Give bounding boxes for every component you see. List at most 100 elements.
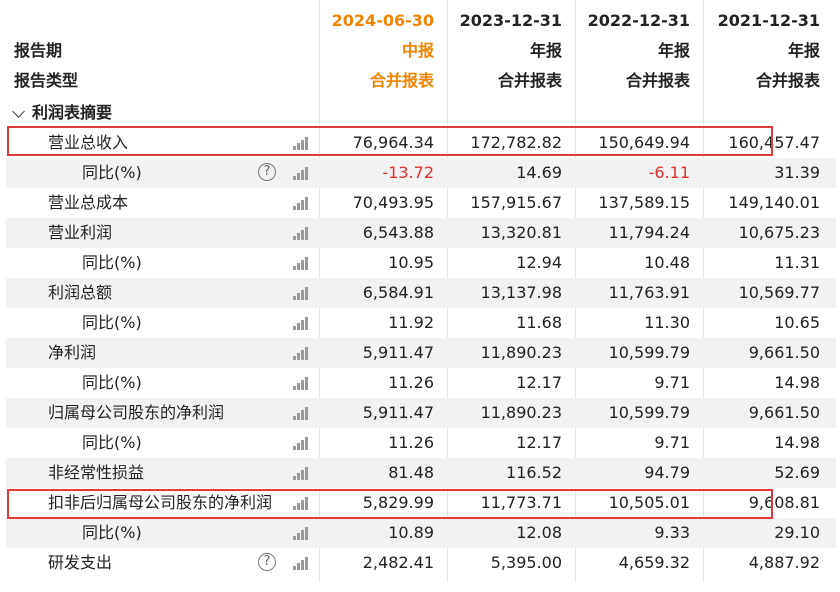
table-cell: 6,584.91 [362, 283, 434, 302]
table-row: 净利润 5,911.47 11,890.23 10,599.79 9,661.50 [6, 338, 836, 368]
table-cell: 10,675.23 [738, 223, 820, 242]
bar-chart-icon[interactable] [293, 197, 309, 210]
question-circle-icon[interactable]: ? [258, 553, 276, 571]
row-label: 非经常性损益 [48, 463, 145, 482]
table-cell: 11.92 [388, 313, 434, 332]
table-row: 营业利润 6,543.88 13,320.81 11,794.24 10,675.23 [6, 218, 836, 248]
bar-chart-icon[interactable] [293, 227, 309, 240]
report-period-col-4: 年报 [787, 41, 820, 60]
report-period-row: 报告期 中报 年报 年报 年报 [6, 36, 836, 66]
table-cell: 13,137.98 [480, 283, 562, 302]
table-cell: 9,661.50 [748, 343, 820, 362]
table-cell: 9,608.81 [748, 493, 820, 512]
table-cell: 11,763.91 [608, 283, 690, 302]
bar-chart-icon[interactable] [293, 287, 309, 300]
table-cell: 14.98 [774, 373, 820, 392]
table-cell: 11,890.23 [480, 343, 562, 362]
table-row: 同比(%) 11.92 11.68 11.30 10.65 [6, 308, 836, 338]
chevron-down-icon[interactable] [12, 105, 25, 118]
table-cell: 11,794.24 [608, 223, 690, 242]
section-header[interactable]: 利润表摘要 [6, 98, 836, 128]
table-row: 研发支出? 2,482.41 5,395.00 4,659.32 4,887.92 [6, 548, 836, 578]
table-cell: 11.26 [388, 373, 434, 392]
bar-chart-icon[interactable] [293, 557, 309, 570]
table-row: 同比(%) 10.89 12.08 9.33 29.10 [6, 518, 836, 548]
table-cell: 9,661.50 [748, 403, 820, 422]
table-cell: 9.71 [654, 373, 690, 392]
report-type-col-3: 合并报表 [625, 71, 690, 90]
table-cell: 10.65 [774, 313, 820, 332]
row-label: 净利润 [48, 343, 97, 362]
table-cell: 12.94 [516, 253, 562, 272]
highlight-box-revenue [7, 126, 773, 156]
report-period-col-2: 年报 [529, 41, 562, 60]
table-cell: 149,140.01 [728, 193, 820, 212]
table-row: 同比(%) 10.95 12.94 10.48 11.31 [6, 248, 836, 278]
row-label: 研发支出 [48, 553, 113, 572]
table-row: 利润总额 6,584.91 13,137.98 11,763.91 10,569.77 [6, 278, 836, 308]
table-cell: 81.48 [388, 463, 434, 482]
bar-chart-icon[interactable] [293, 437, 309, 450]
bar-chart-icon[interactable] [293, 347, 309, 360]
table-cell: 12.08 [516, 523, 562, 542]
table-cell: 5,395.00 [490, 553, 562, 572]
row-label: 利润总额 [48, 283, 113, 302]
report-period-col-3: 年报 [657, 41, 690, 60]
bar-chart-icon[interactable] [293, 317, 309, 330]
table-cell: 11,890.23 [480, 403, 562, 422]
row-label: 扣非后归属母公司股东的净利润 [48, 493, 273, 512]
table-row: 非经常性损益 81.48 116.52 94.79 52.69 [6, 458, 836, 488]
table-cell: 10.48 [644, 253, 690, 272]
table-row: 营业总收入 76,964.34 172,782.82 150,649.94 160,45… [6, 128, 836, 158]
table-cell: 12.17 [516, 373, 562, 392]
table-cell: 5,829.99 [362, 493, 434, 512]
bar-chart-icon[interactable] [293, 407, 309, 420]
table-cell: 10,599.79 [608, 343, 690, 362]
table-cell: 5,911.47 [362, 343, 434, 362]
table-cell: 10,569.77 [738, 283, 820, 302]
table-cell: 5,911.47 [362, 403, 434, 422]
report-period-col-1: 中报 [401, 41, 434, 60]
bar-chart-icon[interactable] [293, 257, 309, 270]
table-cell: 9.33 [654, 523, 690, 542]
table-cell: 157,915.67 [470, 193, 562, 212]
table-cell: -13.72 [382, 163, 434, 182]
table-cell: 116.52 [506, 463, 562, 482]
table-cell: 10,505.01 [608, 493, 690, 512]
table-cell: 11.26 [388, 433, 434, 452]
bar-chart-icon[interactable] [293, 527, 309, 540]
table-cell: 4,659.32 [618, 553, 690, 572]
table-cell: 52.69 [774, 463, 820, 482]
table-row: 同比(%) 11.26 12.17 9.71 14.98 [6, 428, 836, 458]
question-circle-icon[interactable]: ? [258, 163, 276, 181]
table-row: 同比(%)? -13.72 14.69 -6.11 31.39 [6, 158, 836, 188]
table-cell: 13,320.81 [480, 223, 562, 242]
report-period-label: 报告期 [14, 41, 63, 60]
row-label: 同比(%) [82, 313, 142, 332]
table-cell: 10.95 [388, 253, 434, 272]
period-col-3[interactable]: 2022-12-31 [587, 11, 690, 30]
table-cell: 11.31 [774, 253, 820, 272]
bar-chart-icon[interactable] [293, 137, 309, 150]
row-label: 同比(%) [82, 253, 142, 272]
table-cell: 2,482.41 [362, 553, 434, 572]
table-cell: 10.89 [388, 523, 434, 542]
bar-chart-icon[interactable] [293, 497, 309, 510]
table-cell: 31.39 [774, 163, 820, 182]
table-cell: 94.79 [644, 463, 690, 482]
row-label: 营业利润 [48, 223, 113, 242]
bar-chart-icon[interactable] [293, 377, 309, 390]
period-col-1[interactable]: 2024-06-30 [331, 11, 434, 30]
table-cell: 150,649.94 [598, 133, 690, 152]
table-cell: 137,589.15 [598, 193, 690, 212]
table-cell: 14.69 [516, 163, 562, 182]
bar-chart-icon[interactable] [293, 467, 309, 480]
bar-chart-icon[interactable] [293, 167, 309, 180]
period-col-2[interactable]: 2023-12-31 [459, 11, 562, 30]
report-type-col-1: 合并报表 [369, 71, 434, 90]
row-label: 同比(%) [82, 163, 142, 182]
table-cell: 14.98 [774, 433, 820, 452]
table-cell: 11,773.71 [480, 493, 562, 512]
period-col-4[interactable]: 2021-12-31 [717, 11, 820, 30]
report-type-label: 报告类型 [14, 71, 79, 90]
